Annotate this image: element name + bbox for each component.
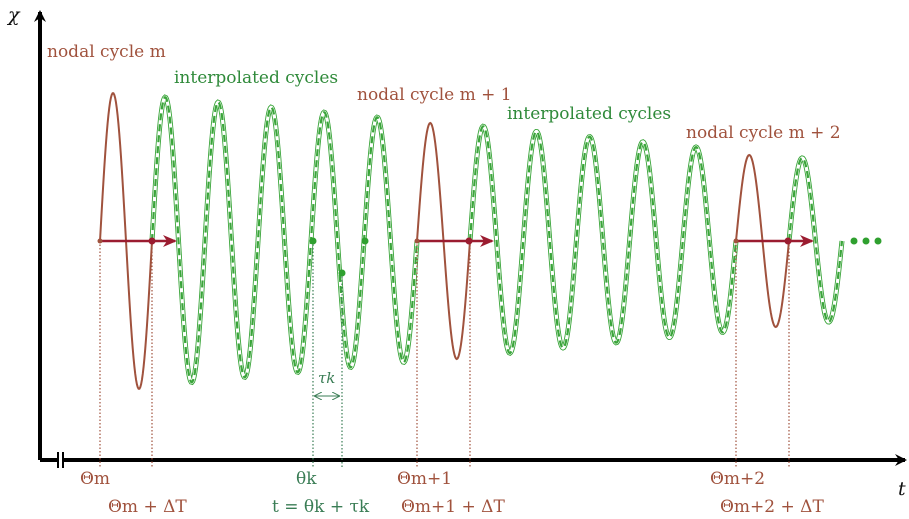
node-point (414, 238, 420, 244)
x-axis-label: t (898, 478, 906, 500)
tick-theta-m1: Θm+1 (397, 469, 453, 489)
label-nodal-cycle-m1: nodal cycle m + 1 (357, 85, 512, 105)
label-interpolated-cycles-1: interpolated cycles (174, 68, 339, 88)
interpolated-glow-inner (468, 124, 738, 355)
tick-theta-m2: Θm+2 (710, 469, 766, 489)
tick-theta-m: Θm (80, 469, 111, 489)
sample-dot (361, 237, 369, 245)
node-point (465, 237, 473, 245)
guides-layer (99, 241, 790, 468)
node-point (784, 237, 792, 245)
tick-theta-k: θk (296, 469, 317, 489)
continuation-dot (874, 237, 882, 245)
label-interpolated-cycles-2: interpolated cycles (507, 104, 672, 124)
arrows-layer (97, 235, 814, 247)
tick-theta-m2-dt: Θm+2 + ΔT (720, 497, 824, 517)
y-axis-label: χ (8, 4, 20, 26)
node-point (148, 237, 156, 245)
interpolated-cycle-curve (150, 95, 419, 384)
node-point (97, 238, 103, 244)
label-nodal-cycle-m: nodal cycle m (47, 42, 166, 62)
label-nodal-cycle-m2: nodal cycle m + 2 (686, 123, 841, 143)
interpolated-cycle-curve (468, 125, 738, 355)
sample-dot (309, 237, 317, 245)
interpolated-cycle-curve (787, 156, 844, 324)
sample-dot (338, 269, 346, 277)
continuation-dot (850, 237, 858, 245)
tau-k-label: τk (318, 369, 336, 387)
continuation-dot (862, 237, 870, 245)
tick-t-eq: t = θk + τk (272, 497, 370, 517)
tick-theta-m1-dt: Θm+1 + ΔT (401, 497, 505, 517)
node-point (733, 238, 739, 244)
tick-theta-m-dt: Θm + ΔT (108, 497, 187, 517)
waves-layer (99, 92, 845, 390)
